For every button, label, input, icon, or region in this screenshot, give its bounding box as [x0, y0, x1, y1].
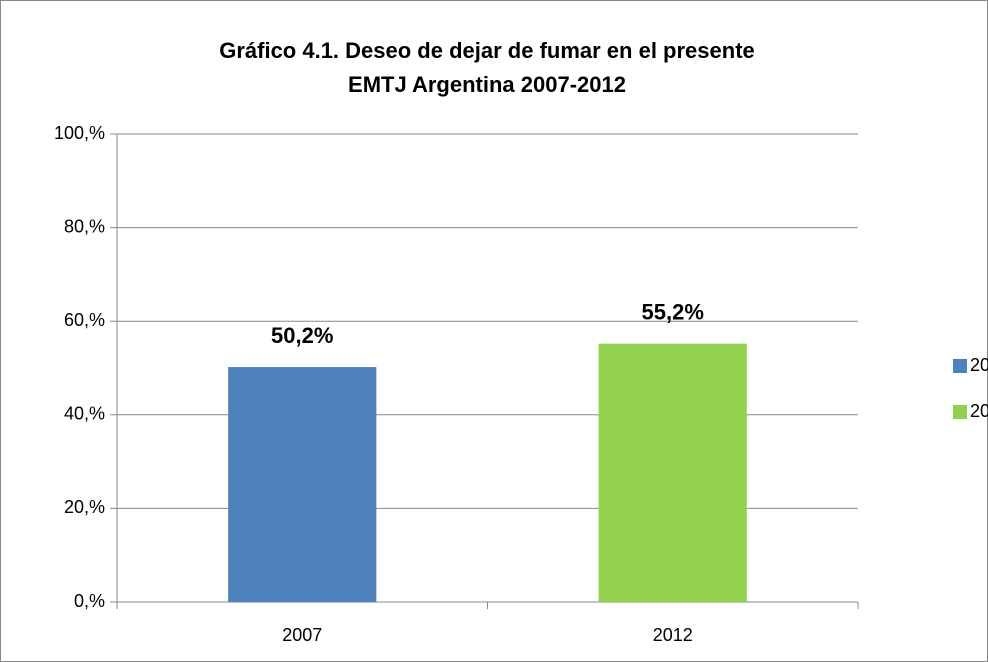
y-tick-label: 80,% [64, 216, 105, 236]
chart-title: EMTJ Argentina 2007-2012 [348, 72, 626, 97]
y-tick-label: 60,% [64, 310, 105, 330]
value-label: 50,2% [271, 323, 333, 348]
y-tick-label: 100,% [54, 123, 105, 143]
value-label: 55,2% [642, 299, 704, 324]
x-tick-label: 2007 [282, 625, 322, 645]
chart-title: Gráfico 4.1. Deseo de dejar de fumar en … [219, 38, 755, 63]
legend-swatch [953, 405, 967, 419]
bar [228, 367, 377, 602]
bar [598, 343, 747, 602]
legend-swatch [953, 359, 967, 373]
y-tick-label: 20,% [64, 497, 105, 517]
x-tick-label: 2012 [653, 625, 693, 645]
legend-label: 2007 [970, 355, 988, 375]
y-tick-label: 0,% [74, 591, 105, 611]
legend-label: 2012 [970, 401, 988, 421]
y-tick-label: 40,% [64, 404, 105, 424]
